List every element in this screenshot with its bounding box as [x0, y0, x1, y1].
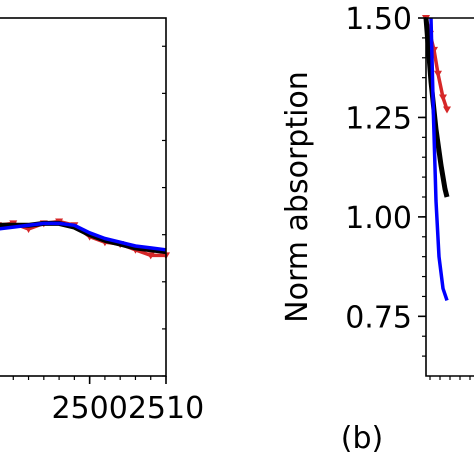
- panel-b-axis-frame: [425, 17, 474, 377]
- panel-a-ticks-group: 2500 2510: [12, 45, 204, 426]
- panel-b-series-2-line: [429, 17, 449, 301]
- panel-b-series-0-marker: [439, 94, 447, 102]
- panel-a-x-tick-label: 2500: [51, 391, 127, 426]
- panel-a-series-2-line: [0, 221, 167, 252]
- panel-b-series-group: [422, 15, 451, 301]
- panel-b-y-tick-label: 1.00: [345, 201, 412, 236]
- panel-b-y-tick-label: 0.75: [345, 300, 412, 335]
- panel-b-y-tick-label: 1.25: [345, 101, 412, 136]
- panel-a-plot-frame: [0, 17, 167, 377]
- panel-b-series-1-line: [423, 17, 450, 198]
- panel-b-y-axis-title: Norm absorption: [280, 71, 315, 323]
- panel-b-series-0-marker: [434, 70, 442, 78]
- panel-b-ticks-group: 0.75 1.00 1.25 1.50: [345, 2, 471, 380]
- panel-b-series-0-marker: [443, 106, 451, 114]
- panel-a-series-0-marker: [146, 252, 155, 260]
- panel-b-y-tick-label: 1.50: [345, 2, 412, 37]
- panel-a-series-group: [0, 218, 170, 260]
- panel-b-label: (b): [341, 421, 383, 456]
- panel-a-x-tick-label: 2510: [128, 391, 204, 426]
- panel-b: 0.75 1.00 1.25 1.50 Norm absorption (b): [280, 2, 474, 456]
- panel-a: 2500 2510: [0, 17, 204, 426]
